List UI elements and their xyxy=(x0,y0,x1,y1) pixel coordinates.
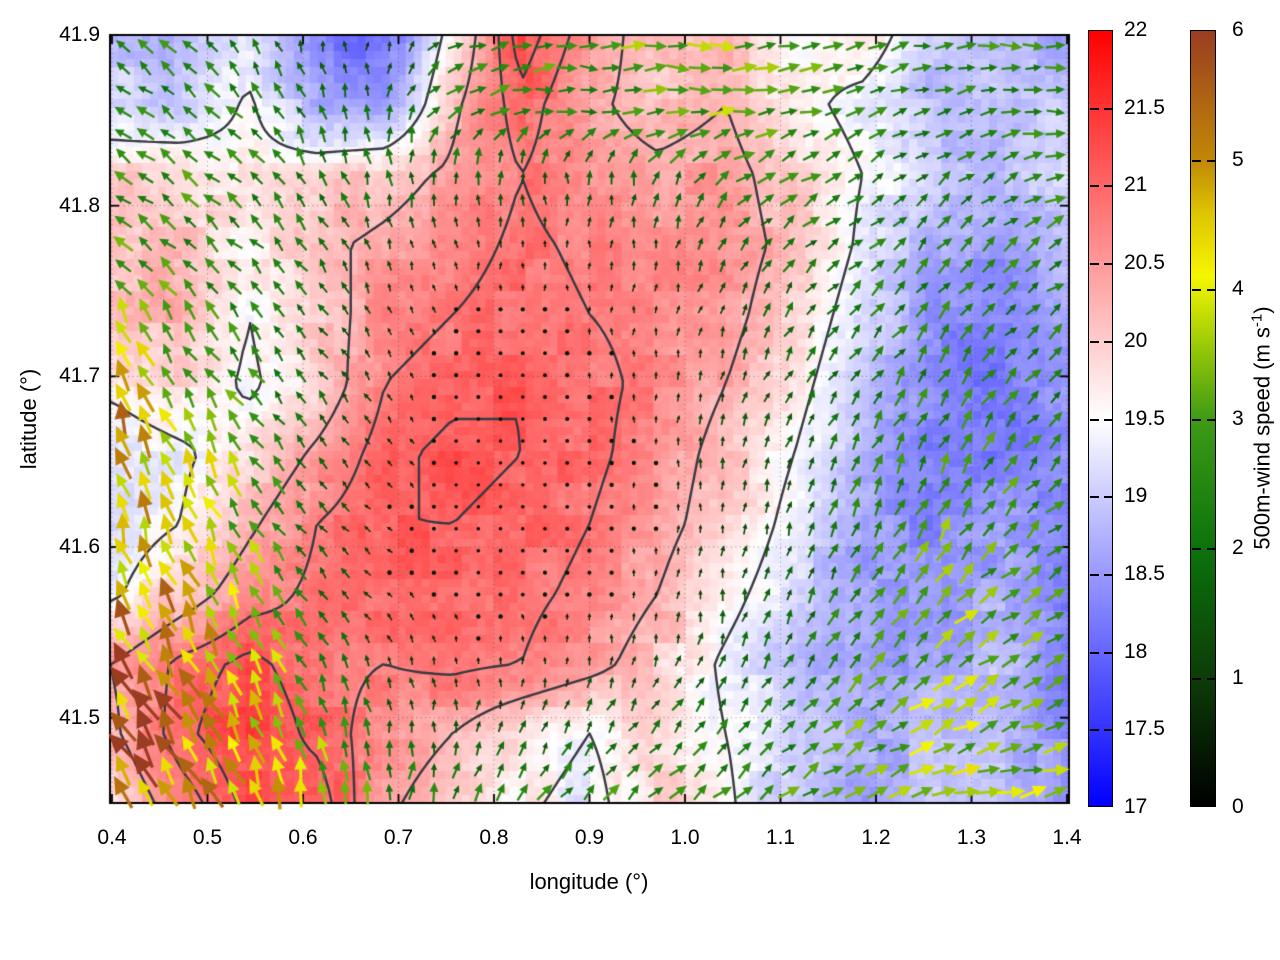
temperature-colorbar-tick-label: 20.5 xyxy=(1124,251,1165,275)
x-tick-label: 1.2 xyxy=(861,826,891,849)
wind_speed-colorbar-tick-label: 2 xyxy=(1232,536,1244,559)
temperature-colorbar-tick-label: 21.5 xyxy=(1124,95,1165,119)
x-axis-label: longitude (°) xyxy=(529,869,649,894)
x-tick-label: 1.4 xyxy=(1052,826,1082,849)
colorbar-tick-mark xyxy=(1104,263,1113,266)
colorbar-tick-mark xyxy=(1104,729,1113,732)
colorbar-tick-mark xyxy=(1192,159,1201,162)
wind_speed-colorbar-tick-label: 6 xyxy=(1232,18,1244,41)
wind-speed-colorbar xyxy=(1190,30,1216,807)
colorbar-tick-mark xyxy=(1104,340,1113,343)
colorbar-tick-mark xyxy=(1192,289,1201,291)
y-tick-label: 41.5 xyxy=(59,705,100,729)
wind_speed-colorbar-tick-label: 3 xyxy=(1232,406,1244,430)
temperature-colorbar-tick-label: 17.5 xyxy=(1124,717,1165,741)
colorbar-tick-mark xyxy=(1207,677,1216,680)
temperature-colorbar-tick-label: 19 xyxy=(1124,484,1148,508)
colorbar-tick-mark xyxy=(1090,418,1099,421)
colorbar-tick-mark xyxy=(1090,573,1099,576)
colorbar-tick-mark xyxy=(1104,418,1113,421)
temperature-colorbar-tick-label: 22 xyxy=(1124,18,1148,41)
colorbar-tick-mark xyxy=(1207,289,1216,291)
colorbar-tick-mark xyxy=(1090,107,1099,110)
colorbar-tick-mark xyxy=(1104,496,1113,499)
x-tick-label: 0.7 xyxy=(383,826,414,849)
x-tick-label: 0.5 xyxy=(192,826,223,849)
temperature-colorbar-tick-label: 18.5 xyxy=(1124,561,1165,585)
colorbar-tick-mark xyxy=(1207,418,1216,421)
colorbar-tick-mark xyxy=(1104,573,1113,576)
y-tick-label: 41.9 xyxy=(59,23,100,46)
x-tick-label: 0.9 xyxy=(574,826,605,849)
colorbar-tick-mark xyxy=(1090,263,1099,266)
x-tick-label: 1.0 xyxy=(670,826,700,849)
y-tick-label: 41.8 xyxy=(59,193,100,217)
y-tick-label: 41.6 xyxy=(59,535,100,558)
temperature-colorbar xyxy=(1088,30,1113,807)
colorbar-tick-mark xyxy=(1090,185,1099,188)
colorbar-tick-mark xyxy=(1090,340,1099,343)
colorbar-tick-mark xyxy=(1192,418,1201,421)
wind_speed-colorbar-tick-label: 5 xyxy=(1232,147,1244,171)
x-tick-label: 1.3 xyxy=(956,826,987,849)
colorbar-tick-mark xyxy=(1090,729,1099,732)
wind_speed-colorbar-tick-label: 1 xyxy=(1232,665,1244,689)
temperature-colorbar-tick-label: 21 xyxy=(1124,173,1148,197)
temperature-colorbar-tick-label: 20 xyxy=(1124,328,1148,352)
x-tick-label: 1.1 xyxy=(765,826,796,849)
x-tick-label: 0.4 xyxy=(97,826,127,849)
temperature-colorbar-tick-label: 18 xyxy=(1124,639,1148,663)
wind-colorbar-label-text: 500m-wind speed (m s xyxy=(1249,327,1275,550)
wind_speed-colorbar-tick-label: 4 xyxy=(1232,277,1244,300)
wind_speed-colorbar-tick-label: 0 xyxy=(1232,795,1244,818)
colorbar-tick-mark xyxy=(1104,107,1113,110)
colorbar-tick-mark xyxy=(1090,496,1099,499)
temperature-colorbar-tick-label: 17 xyxy=(1124,795,1148,818)
x-tick-label: 0.8 xyxy=(479,826,509,849)
temperature-colorbar-tick-label: 19.5 xyxy=(1124,406,1165,430)
wind-colorbar-label-close: ) xyxy=(1249,306,1275,314)
colorbar-tick-mark xyxy=(1192,677,1201,680)
colorbar-tick-mark xyxy=(1104,651,1113,654)
colorbar-tick-mark xyxy=(1192,548,1201,550)
wind-colorbar-axis-label: 500m-wind speed (m s-1) xyxy=(1248,306,1275,549)
colorbar-tick-mark xyxy=(1104,185,1113,188)
colorbar-tick-mark xyxy=(1090,651,1099,654)
colorbar-tick-mark xyxy=(1207,548,1216,550)
x-tick-label: 0.6 xyxy=(288,826,318,849)
wind-colorbar-label-superscript: -1 xyxy=(1248,313,1266,328)
colorbar-tick-mark xyxy=(1207,159,1216,162)
y-tick-label: 41.7 xyxy=(59,364,100,388)
